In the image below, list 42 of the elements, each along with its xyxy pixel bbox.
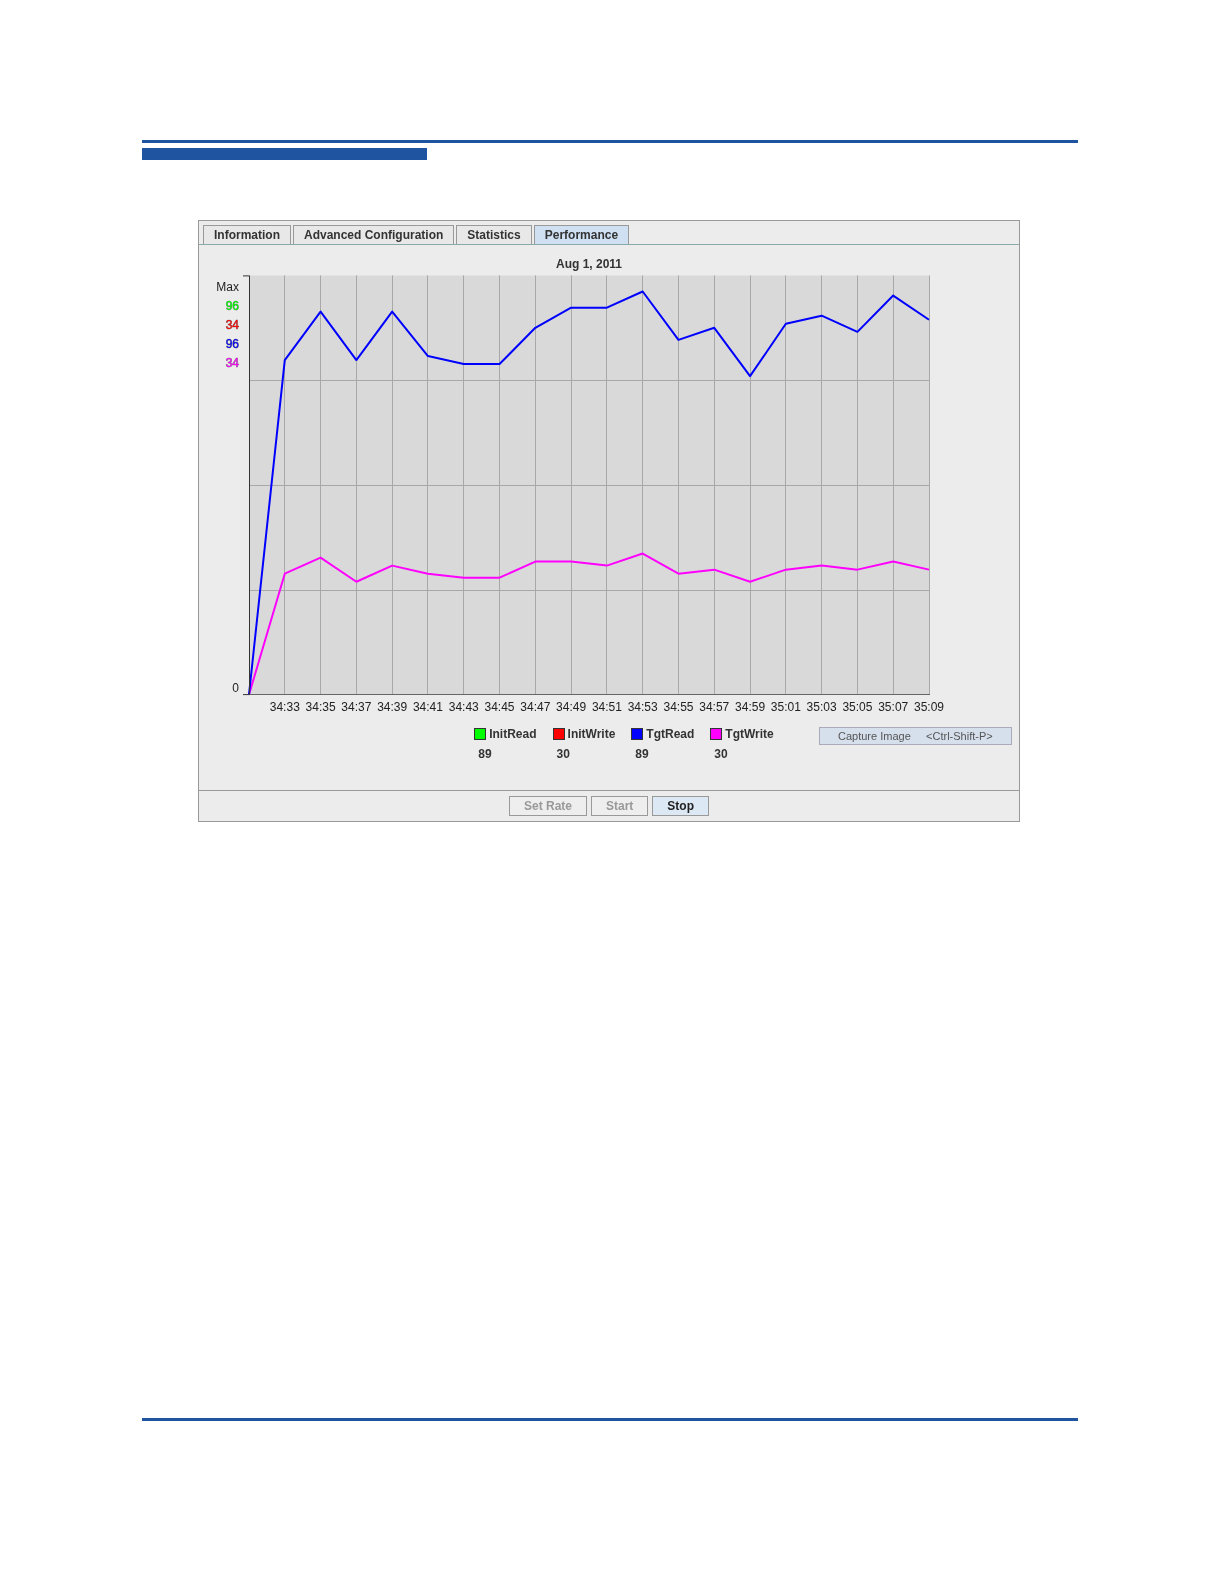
legend-label: InitRead	[489, 727, 537, 741]
x-tick-label: 34:53	[627, 700, 659, 715]
x-tick-label: 34:57	[699, 700, 730, 715]
x-tick-label: 35:03	[806, 700, 837, 715]
text: 89	[478, 747, 492, 761]
x-tick-label: 34:45	[484, 700, 515, 715]
text: Capture Image <Ctrl-Shift-P>	[819, 727, 1012, 745]
legend-label: TgtWrite	[725, 727, 774, 741]
x-tick-label: 35:05	[842, 700, 873, 715]
text: 96	[225, 336, 240, 351]
legend-label: InitWrite	[567, 727, 616, 741]
text: 34	[225, 355, 240, 370]
x-tick-label: 34:37	[341, 700, 372, 715]
x-tick-label: 35:01	[770, 700, 802, 715]
x-tick-label: 34:43	[448, 700, 480, 715]
text: Advanced Configuration	[293, 225, 455, 244]
x-tick-label: 34:35	[305, 700, 336, 715]
text: Set Rate	[508, 796, 587, 816]
legend-label: TgtRead	[646, 727, 695, 741]
text: Statistics	[456, 225, 532, 244]
x-tick-label: 35:09	[913, 700, 945, 715]
chart-title: Aug 1, 2011	[555, 256, 623, 271]
x-tick-label: 34:39	[377, 700, 408, 715]
text: 0	[232, 680, 240, 695]
text: 34	[225, 317, 240, 332]
text: 96	[225, 298, 240, 313]
text: 30	[714, 747, 728, 761]
x-tick-label: 34:33	[269, 700, 301, 715]
x-tick-label: 34:49	[556, 700, 587, 715]
x-tick-label: 35:07	[878, 700, 909, 715]
x-tick-label: 34:59	[735, 700, 766, 715]
x-tick-label: 34:47	[520, 700, 551, 715]
text: Max	[216, 279, 239, 294]
x-tick-label: 34:51	[591, 700, 623, 715]
text: 30	[556, 747, 570, 761]
text: Performance	[533, 225, 630, 244]
text: 89	[635, 747, 649, 761]
x-tick-label: 34:55	[663, 700, 694, 715]
text: Information	[203, 225, 291, 244]
text: Stop	[652, 796, 710, 816]
text: Start	[591, 796, 649, 816]
x-tick-label: 34:41	[412, 700, 444, 715]
